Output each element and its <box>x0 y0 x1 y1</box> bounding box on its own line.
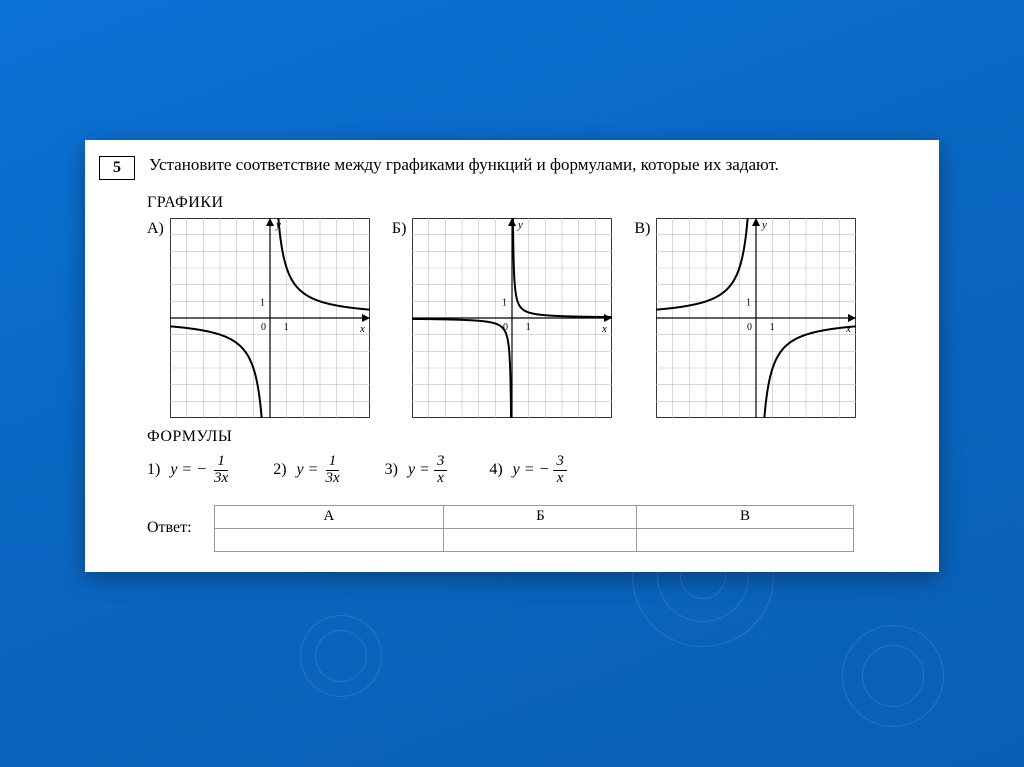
svg-text:1: 1 <box>770 322 775 333</box>
graphs-row: А) 0 1 1 x y Б) 0 1 1 x y В) 0 1 1 x y <box>147 218 939 418</box>
graph-c: 0 1 1 x y <box>656 218 856 418</box>
graph-label-b: Б) <box>392 218 407 238</box>
formulas-row: 1) y = − 13x 2) y = 13x 3) y <box>147 454 939 487</box>
answer-cell[interactable] <box>444 528 637 551</box>
formula-index: 4) <box>489 461 502 479</box>
question-text: Установите соответствие между графиками … <box>149 154 923 177</box>
svg-text:0: 0 <box>261 322 266 333</box>
svg-text:x: x <box>359 323 365 335</box>
answer-col-c: В <box>637 505 853 528</box>
svg-text:y: y <box>761 219 767 231</box>
svg-text:1: 1 <box>502 297 507 308</box>
answer-col-a: А <box>214 505 444 528</box>
graph-label-c: В) <box>634 218 650 238</box>
answer-table: А Б В <box>214 505 854 552</box>
problem-card: 5 Установите соответствие между графикам… <box>85 140 939 572</box>
graph-label-a: А) <box>147 218 164 238</box>
answer-col-b: Б <box>444 505 637 528</box>
graph-b: 011xy <box>412 218 612 418</box>
formula-4: 4) y = − 3x <box>489 454 567 487</box>
svg-text:x: x <box>845 323 851 335</box>
svg-text:x: x <box>601 323 607 335</box>
answer-cell[interactable] <box>214 528 444 551</box>
question-number: 5 <box>99 156 135 180</box>
svg-text:y: y <box>517 219 523 231</box>
svg-text:1: 1 <box>746 297 751 308</box>
formula-index: 2) <box>273 461 286 479</box>
formula-index: 1) <box>147 461 160 479</box>
svg-text:1: 1 <box>284 322 289 333</box>
formula-3: 3) y = 3x <box>385 454 448 487</box>
formula-index: 3) <box>385 461 398 479</box>
answer-cell[interactable] <box>637 528 853 551</box>
formula-1: 1) y = − 13x <box>147 454 231 487</box>
svg-text:1: 1 <box>526 322 531 333</box>
formulas-title: ФОРМУЛЫ <box>147 428 939 446</box>
formula-2: 2) y = 13x <box>273 454 342 487</box>
svg-text:1: 1 <box>260 297 265 308</box>
slide-background: 5 Установите соответствие между графикам… <box>0 0 1024 767</box>
graphs-title: ГРАФИКИ <box>147 194 939 212</box>
graph-a: 011xy <box>170 218 370 418</box>
answer-label: Ответ: <box>147 519 192 537</box>
svg-text:0: 0 <box>747 322 752 333</box>
